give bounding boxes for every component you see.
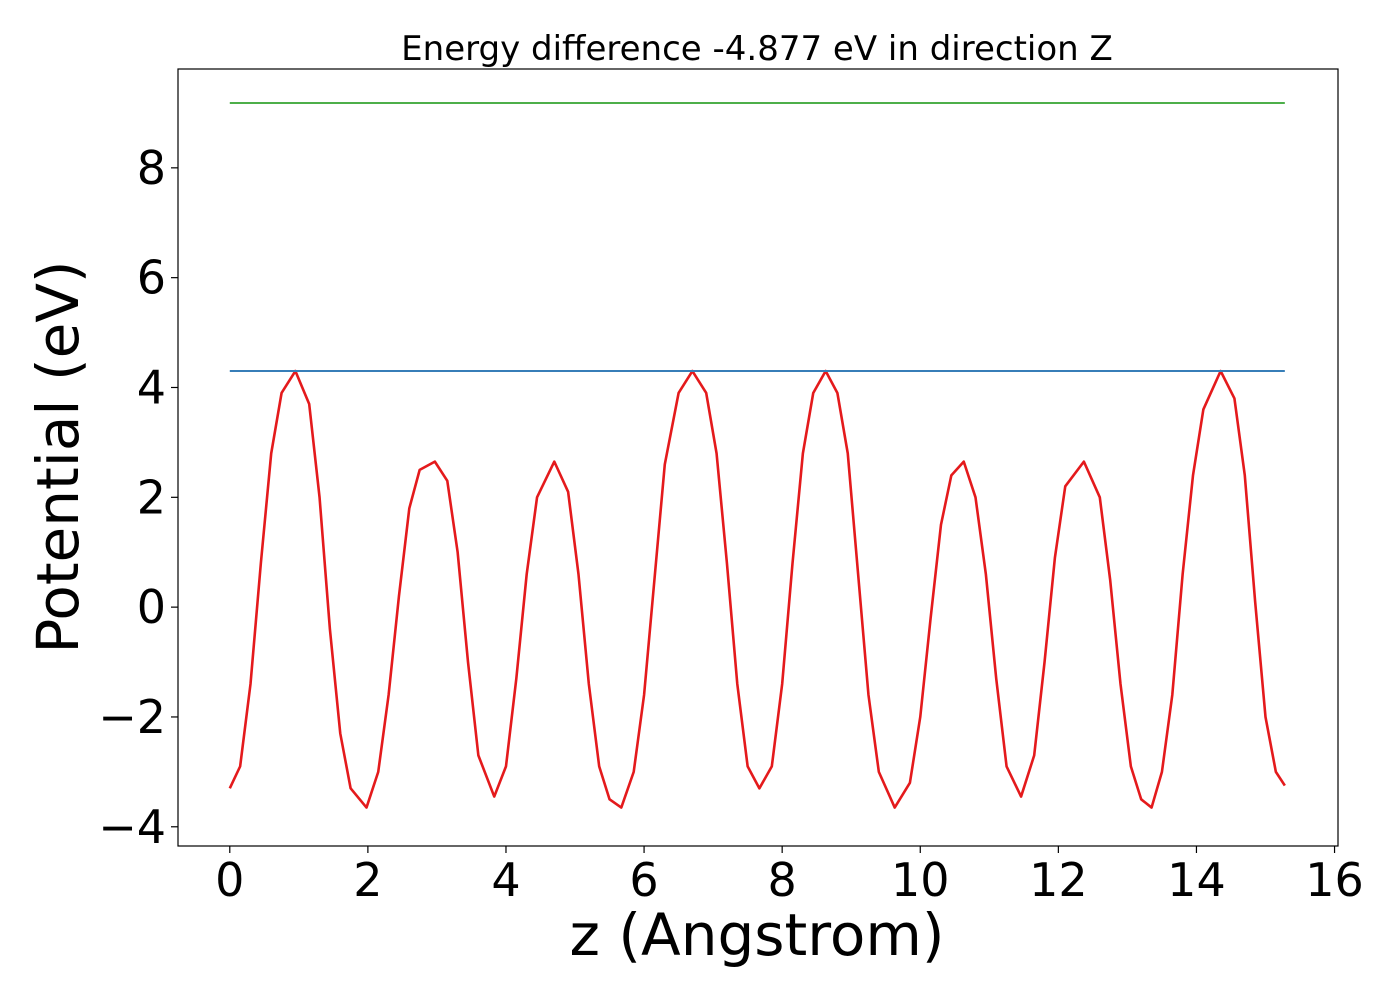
x-tick-label: 16 xyxy=(1305,853,1364,907)
x-tick-label: 14 xyxy=(1167,853,1226,907)
x-tick-label: 0 xyxy=(215,853,244,907)
y-tick-label: 6 xyxy=(137,251,166,305)
x-tick-label: 8 xyxy=(768,853,797,907)
x-tick-label: 10 xyxy=(891,853,950,907)
y-tick-label: 2 xyxy=(137,470,166,524)
x-tick-label: 12 xyxy=(1029,853,1088,907)
y-tick-label: −4 xyxy=(98,800,166,854)
y-tick-label: 8 xyxy=(137,141,166,195)
series-layer xyxy=(228,102,1286,809)
plot-area-frame xyxy=(177,68,1339,847)
x-tick-label: 6 xyxy=(629,853,658,907)
series-line-1 xyxy=(228,369,1286,809)
x-tick-label: 4 xyxy=(491,853,520,907)
y-tick-label: 4 xyxy=(137,360,166,414)
y-tick-label: 0 xyxy=(137,580,166,634)
y-tick-label: −2 xyxy=(98,690,166,744)
x-axis-label: z (Angstrom) xyxy=(570,901,945,969)
y-axis: −4 −2 0 2 4 6 8 xyxy=(98,141,178,854)
x-axis: 0 2 4 6 8 10 12 14 16 xyxy=(215,846,1364,907)
x-tick-label: 2 xyxy=(353,853,382,907)
chart-title: Energy difference -4.877 eV in direction… xyxy=(401,29,1113,69)
y-axis-label: Potential (eV) xyxy=(24,260,92,653)
